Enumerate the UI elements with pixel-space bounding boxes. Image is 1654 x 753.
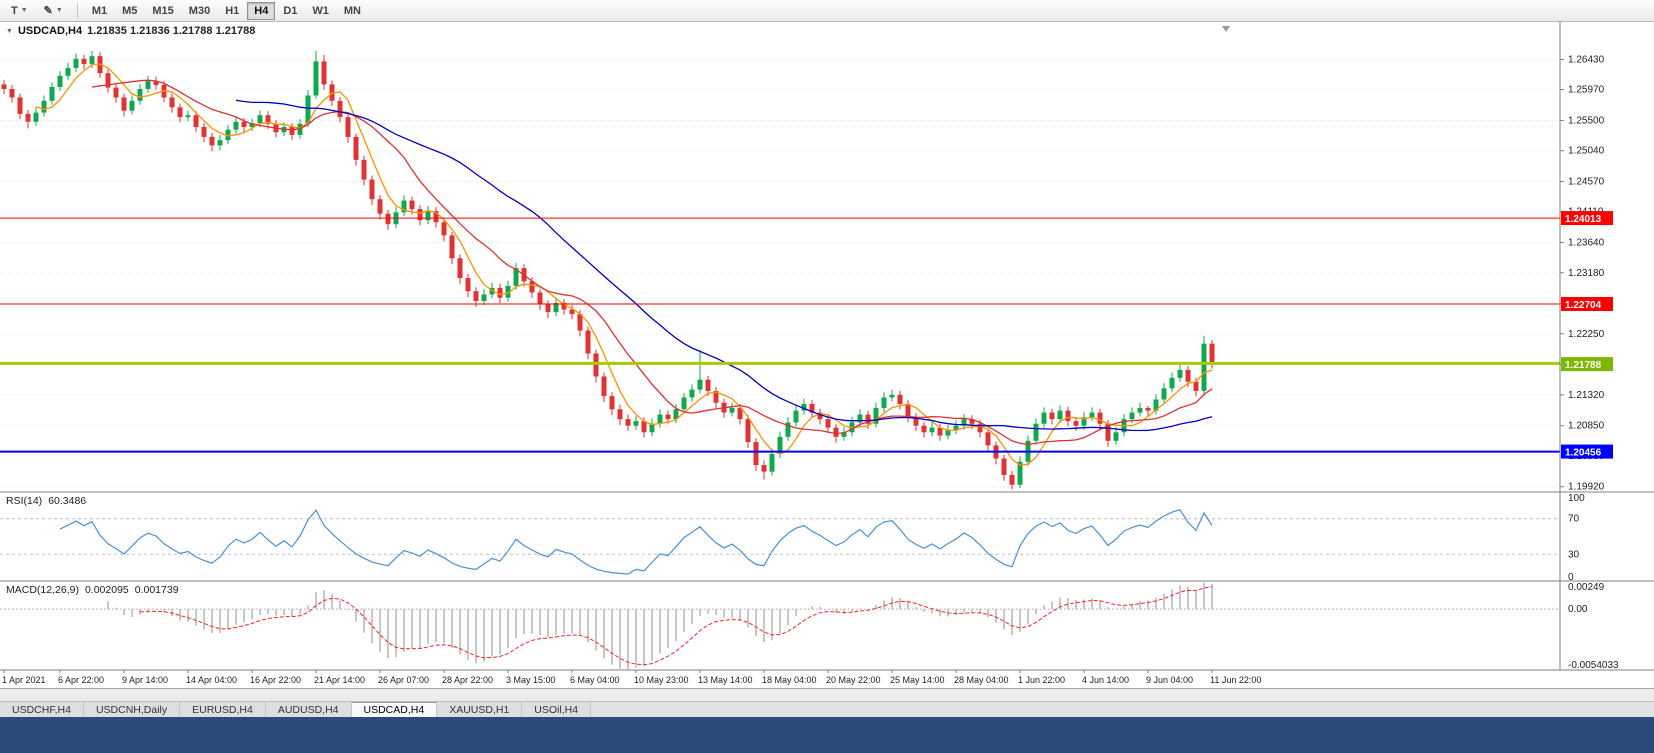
timeframe-button-m30[interactable]: M30 [182, 2, 217, 20]
svg-text:28 Apr 22:00: 28 Apr 22:00 [442, 675, 493, 685]
svg-text:70: 70 [1568, 514, 1580, 525]
svg-text:28 May 04:00: 28 May 04:00 [954, 675, 1009, 685]
svg-text:0: 0 [1568, 572, 1574, 583]
chart-tab[interactable]: AUDUSD,H4 [265, 702, 352, 717]
ma-line-5 [35, 63, 1213, 466]
toolbar: T ▼ ✎ ▼ M1 M5 M15 M30 H1 H4 D1 W1 MN [0, 0, 1654, 22]
timeframe-group: M1 M5 M15 M30 H1 H4 D1 W1 MN [85, 1, 368, 20]
svg-text:6 Apr 22:00: 6 Apr 22:00 [58, 675, 104, 685]
horizontal-lines [0, 217, 1560, 453]
chart-type-label: T [11, 4, 18, 17]
timeframe-button-m15[interactable]: M15 [145, 2, 180, 20]
rsi-label: RSI(14) 60.3486 [6, 495, 86, 507]
svg-text:16 Apr 22:00: 16 Apr 22:00 [250, 675, 301, 685]
svg-text:1.24013: 1.24013 [1565, 214, 1602, 225]
svg-text:3 May 15:00: 3 May 15:00 [506, 675, 556, 685]
svg-text:1.21788: 1.21788 [1565, 360, 1602, 371]
svg-text:100: 100 [1568, 493, 1585, 504]
rsi-name: RSI(14) [6, 495, 43, 507]
timeframe-button-m5[interactable]: M5 [115, 2, 144, 20]
svg-text:1.26430: 1.26430 [1568, 54, 1605, 65]
macd-label: MACD(12,26,9) 0.002095 0.001739 [6, 584, 179, 596]
chart-area: 1.264301.259701.255001.250401.245701.241… [0, 22, 1654, 688]
svg-text:-0.0054033: -0.0054033 [1568, 660, 1619, 671]
svg-text:9 Apr 14:00: 9 Apr 14:00 [122, 675, 168, 685]
svg-text:18 May 04:00: 18 May 04:00 [762, 675, 817, 685]
chart-title: ▼ USDCAD,H4 1.21835 1.21836 1.21788 1.21… [6, 25, 255, 37]
svg-text:0.00249: 0.00249 [1568, 582, 1605, 593]
macd-name: MACD(12,26,9) [6, 584, 79, 596]
timeframe-button-w1[interactable]: W1 [305, 2, 336, 20]
chart-symbol: USDCAD,H4 [17, 25, 83, 37]
svg-text:6 May 04:00: 6 May 04:00 [570, 675, 620, 685]
price-tag: 1.20456 [1561, 444, 1613, 459]
svg-text:1.25970: 1.25970 [1568, 85, 1605, 96]
svg-text:13 May 14:00: 13 May 14:00 [698, 675, 753, 685]
timeframe-button-d1[interactable]: D1 [276, 2, 304, 20]
symbol-dropdown-icon[interactable]: ▼ [6, 27, 13, 35]
macd-panel: 0.00249 0.00 -0.0054033 [0, 582, 1619, 671]
svg-text:1.20456: 1.20456 [1565, 448, 1602, 459]
price-tag: 1.21788 [1561, 357, 1613, 372]
macd-signal-value: 0.001739 [134, 584, 179, 596]
timeframe-button-mn[interactable]: MN [337, 2, 368, 20]
ma-line-12 [91, 79, 1213, 446]
time-axis: 1 Apr 2021 6 Apr 22:00 9 Apr 14:00 14 Apr 0… [2, 670, 1261, 685]
price-tag: 1.24013 [1561, 211, 1613, 226]
svg-text:21 Apr 14:00: 21 Apr 14:00 [314, 675, 365, 685]
price-tag: 1.22704 [1561, 297, 1613, 311]
svg-text:1 Apr 2021: 1 Apr 2021 [2, 675, 46, 685]
svg-text:9 Jun 04:00: 9 Jun 04:00 [1146, 675, 1193, 685]
chart-shift-marker [1222, 26, 1230, 32]
drawing-tools-button[interactable]: ✎ ▼ [37, 2, 70, 20]
rsi-value: 60.3486 [48, 495, 87, 507]
svg-text:30: 30 [1568, 549, 1580, 560]
macd-main-value: 0.002095 [84, 584, 129, 596]
chart-tab[interactable]: USOil,H4 [522, 702, 592, 717]
chart-tab[interactable]: XAUUSD,H1 [437, 702, 523, 717]
svg-text:10 May 23:00: 10 May 23:00 [634, 675, 689, 685]
chevron-down-icon: ▼ [20, 7, 28, 14]
svg-text:1.23180: 1.23180 [1568, 268, 1605, 279]
timeframe-button-m1[interactable]: M1 [85, 2, 114, 20]
chart-tab[interactable]: USDCHF,H4 [0, 702, 84, 717]
svg-text:25 May 14:00: 25 May 14:00 [890, 675, 945, 685]
toolbar-separator [76, 3, 78, 18]
timeframe-button-h1[interactable]: H1 [218, 2, 246, 20]
chart-tab-bar: USDCHF,H4 USDCNH,Daily EURUSD,H4 AUDUSD,H4 U… [0, 701, 1654, 717]
svg-text:4 Jun 14:00: 4 Jun 14:00 [1082, 675, 1129, 685]
svg-text:1.24570: 1.24570 [1568, 177, 1605, 188]
svg-text:1.21320: 1.21320 [1568, 390, 1605, 401]
chart-canvas[interactable]: 1.264301.259701.255001.250401.245701.241… [0, 22, 1654, 688]
svg-text:1.22250: 1.22250 [1568, 329, 1605, 340]
svg-text:1.19920: 1.19920 [1568, 482, 1605, 493]
chart-tab[interactable]: USDCAD,H4 [351, 702, 438, 717]
pencil-icon: ✎ [43, 5, 53, 17]
svg-text:1.23640: 1.23640 [1568, 238, 1605, 249]
candles [1, 50, 1215, 490]
taskbar [0, 717, 1654, 753]
timeframe-button-h4[interactable]: H4 [247, 1, 276, 20]
horizontal-scrollbar[interactable] [0, 688, 1654, 701]
svg-text:1.25500: 1.25500 [1568, 115, 1605, 126]
chart-tab[interactable]: EURUSD,H4 [180, 702, 266, 717]
chart-ohlc-values: 1.21835 1.21836 1.21788 1.21788 [87, 25, 256, 37]
svg-text:1 Jun 22:00: 1 Jun 22:00 [1018, 675, 1065, 685]
svg-text:0.00: 0.00 [1568, 604, 1588, 615]
svg-text:1.25040: 1.25040 [1568, 146, 1605, 157]
svg-text:26 Apr 07:00: 26 Apr 07:00 [378, 675, 429, 685]
svg-text:1.22704: 1.22704 [1565, 300, 1602, 311]
svg-text:1.20850: 1.20850 [1568, 421, 1605, 432]
rsi-panel: 100 70 30 0 [0, 493, 1585, 583]
chart-tab[interactable]: USDCNH,Daily [83, 702, 181, 717]
chevron-down-icon: ▼ [55, 7, 63, 14]
chart-type-button[interactable]: T ▼ [4, 2, 35, 20]
svg-text:11 Jun 22:00: 11 Jun 22:00 [1210, 675, 1261, 685]
svg-text:20 May 22:00: 20 May 22:00 [826, 675, 881, 685]
svg-text:14 Apr 04:00: 14 Apr 04:00 [186, 675, 237, 685]
